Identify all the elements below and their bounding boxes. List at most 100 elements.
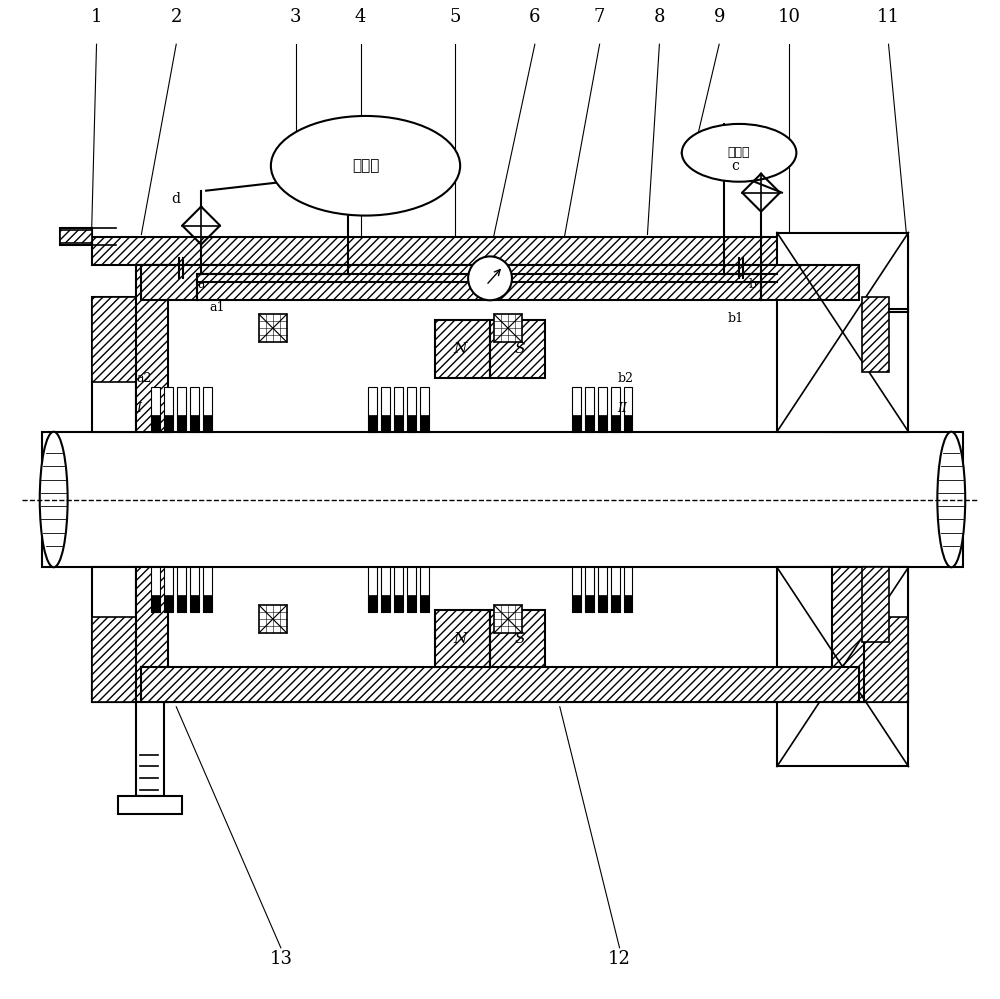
Bar [420,595,429,612]
Bar [611,415,620,432]
Bar [624,387,632,432]
Text: 10: 10 [777,8,800,26]
Bar [190,595,199,612]
Bar [777,233,908,432]
Bar [177,415,186,432]
Bar [136,266,168,432]
Bar [203,567,212,612]
Bar [572,595,581,612]
Bar [862,567,889,642]
Ellipse shape [682,124,796,182]
Bar [435,321,490,378]
Text: 6: 6 [529,8,541,26]
Bar [407,567,416,612]
Bar [381,567,390,612]
Bar [141,266,859,301]
Bar [42,432,963,567]
Bar [435,610,490,668]
Bar [624,415,632,432]
Text: d: d [171,192,180,206]
Bar [151,387,160,432]
Bar [203,595,212,612]
Bar [407,387,416,432]
Bar [572,567,581,612]
Bar [585,595,594,612]
Bar [151,567,160,612]
Bar [368,595,377,612]
Bar [141,667,859,701]
Ellipse shape [937,432,965,567]
Bar [92,567,136,701]
Bar [407,595,416,612]
Text: N: N [453,632,467,646]
Circle shape [468,257,512,301]
Text: 9: 9 [713,8,725,26]
Bar [777,567,908,766]
Bar [585,387,594,432]
Text: 高压泵: 高压泵 [728,146,750,159]
Text: 1: 1 [91,8,102,26]
Bar [585,415,594,432]
Bar [164,567,173,612]
Bar [259,605,287,633]
Bar [92,617,136,701]
Bar [494,605,522,633]
Text: b2: b2 [618,372,634,385]
Text: S: S [515,342,525,356]
Bar [368,415,377,432]
Text: b1: b1 [727,312,743,325]
Bar [177,567,186,612]
Bar [394,387,403,432]
Text: N: N [453,342,467,356]
Ellipse shape [271,116,460,216]
Bar [381,415,390,432]
Text: a1: a1 [209,302,225,315]
Bar [136,701,164,796]
Bar [190,567,199,612]
Bar [572,415,581,432]
Bar [394,595,403,612]
Bar [598,595,607,612]
Bar [611,567,620,612]
Bar [864,298,908,432]
Bar [862,298,889,372]
Text: 5: 5 [449,8,461,26]
Bar [177,595,186,612]
Text: 3: 3 [290,8,302,26]
Text: c: c [731,159,739,173]
Bar [394,567,403,612]
Text: 储气罐: 储气罐 [352,158,379,173]
Bar [381,595,390,612]
Text: a: a [197,279,205,292]
Bar [92,238,908,266]
Bar [832,567,864,701]
Bar [864,298,908,382]
Bar [598,567,607,612]
Text: 13: 13 [269,950,292,968]
Text: II: II [618,402,628,415]
Bar [92,298,136,432]
Bar [394,415,403,432]
Bar [164,595,173,612]
Bar [624,567,632,612]
Bar [164,387,173,432]
Bar [572,387,581,432]
Bar [60,228,92,246]
Bar [494,315,522,342]
Text: a2: a2 [136,372,152,385]
Bar [381,387,390,432]
Bar [136,567,168,701]
Text: 2: 2 [171,8,182,26]
Bar [151,595,160,612]
Bar [92,298,136,382]
Bar [164,415,173,432]
Bar [585,567,594,612]
Bar [420,415,429,432]
Bar [259,315,287,342]
Bar [490,610,545,668]
Bar [598,415,607,432]
Bar [611,595,620,612]
Bar [60,230,92,244]
Bar [611,387,620,432]
Bar [598,387,607,432]
